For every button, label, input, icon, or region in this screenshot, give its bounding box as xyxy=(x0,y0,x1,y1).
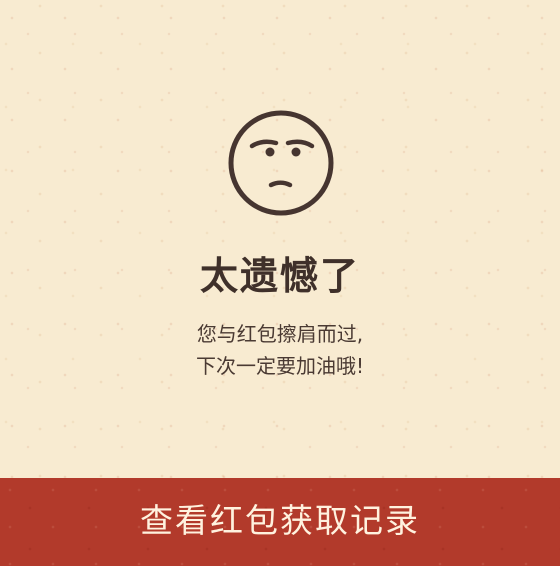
result-message-line-2: 下次一定要加油哦! xyxy=(195,354,365,378)
disappointed-face-icon xyxy=(228,110,334,216)
result-message-line-1: 您与红包擦肩而过, xyxy=(196,322,364,346)
footer-bar[interactable]: 查看红包获取记录 xyxy=(0,478,560,566)
view-red-packet-records-button[interactable]: 查看红包获取记录 xyxy=(140,501,420,540)
result-message: 您与红包擦肩而过, 下次一定要加油哦! xyxy=(0,318,560,382)
result-title: 太遗憾了 xyxy=(199,254,360,298)
